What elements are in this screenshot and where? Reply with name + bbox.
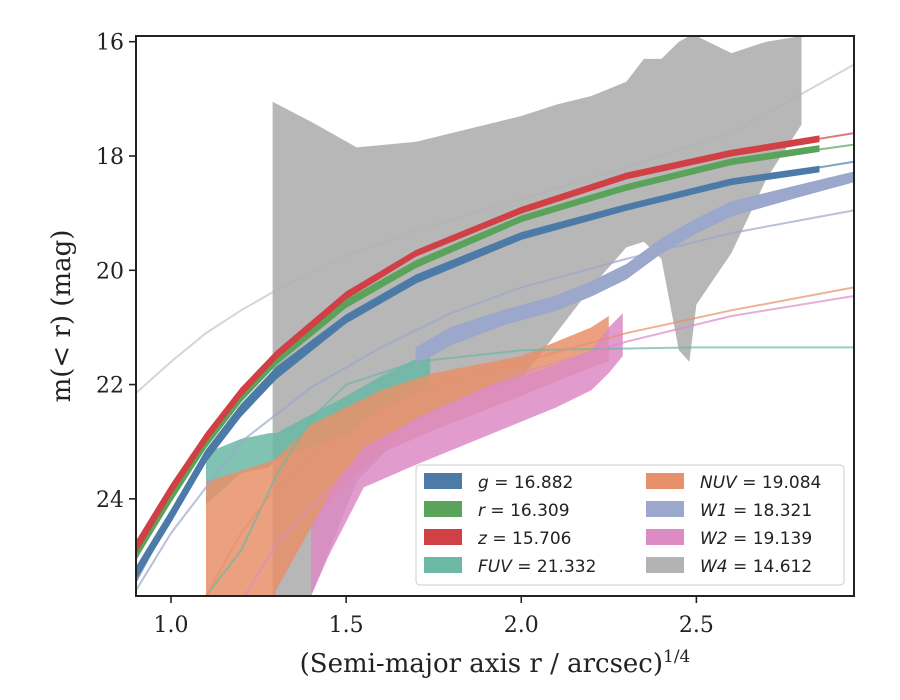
legend-swatch-w4 <box>646 557 684 573</box>
legend-entry-w1: W1 = 18.321 <box>700 501 812 521</box>
model-line-w1 <box>136 209 854 591</box>
model-line-fuv <box>205 346 854 596</box>
legend-entry-z: z = 15.706 <box>477 529 571 549</box>
legend-frame <box>415 464 845 586</box>
legend-entry-g: g = 16.882 <box>478 473 573 493</box>
model-line-w4 <box>136 63 854 394</box>
legend-swatch-r <box>424 501 462 517</box>
y-tick-label: 22 <box>96 374 124 399</box>
legend-entry-fuv: FUV = 21.332 <box>478 557 596 577</box>
band-z <box>136 135 820 555</box>
legend-swatch-w1 <box>646 501 684 517</box>
y-axis-label: m(< r) (mag) <box>47 230 77 403</box>
legend-swatch-fuv <box>424 557 462 573</box>
model-line-r <box>136 143 854 560</box>
x-axis: 1.0 1.5 2.0 2.5 <box>154 596 714 638</box>
x-tick-label: 1.0 <box>154 613 189 638</box>
y-tick-label: 16 <box>96 31 124 56</box>
band-g <box>136 165 820 580</box>
legend-swatch-nuv <box>646 473 684 489</box>
legend-entry-nuv: NUV = 19.084 <box>700 473 821 493</box>
x-axis-label-superscript: 1/4 <box>663 647 690 667</box>
model-line-nuv <box>204 286 854 596</box>
model-line-w2 <box>243 295 854 596</box>
y-axis: 16 18 20 22 24 <box>96 31 136 513</box>
model-line-g <box>136 160 854 583</box>
x-tick-label: 1.5 <box>329 613 364 638</box>
legend-entry-r: r = 16.309 <box>478 501 570 521</box>
legend-swatch-w2 <box>646 529 684 545</box>
x-axis-label: (Semi-major axis r / arcsec)1/4 <box>300 647 691 679</box>
band-w1 <box>415 171 854 366</box>
y-tick-label: 24 <box>96 488 124 513</box>
legend-swatch-z <box>424 529 462 545</box>
y-tick-label: 20 <box>96 259 124 284</box>
x-tick-label: 2.5 <box>679 613 714 638</box>
legend: g = 16.882 r = 16.309 z = 15.706 FUV = 21.3… <box>415 464 845 586</box>
legend-entry-w2: W2 = 19.139 <box>700 529 812 549</box>
model-line-layer <box>136 63 854 596</box>
x-tick-label: 2.0 <box>504 613 539 638</box>
model-line-z <box>136 132 854 551</box>
band-w2 <box>311 313 623 596</box>
y-tick-label: 18 <box>96 145 124 170</box>
legend-entry-w4: W4 = 14.612 <box>700 557 812 577</box>
legend-swatch-g <box>424 473 462 489</box>
plot-frame <box>135 35 855 597</box>
